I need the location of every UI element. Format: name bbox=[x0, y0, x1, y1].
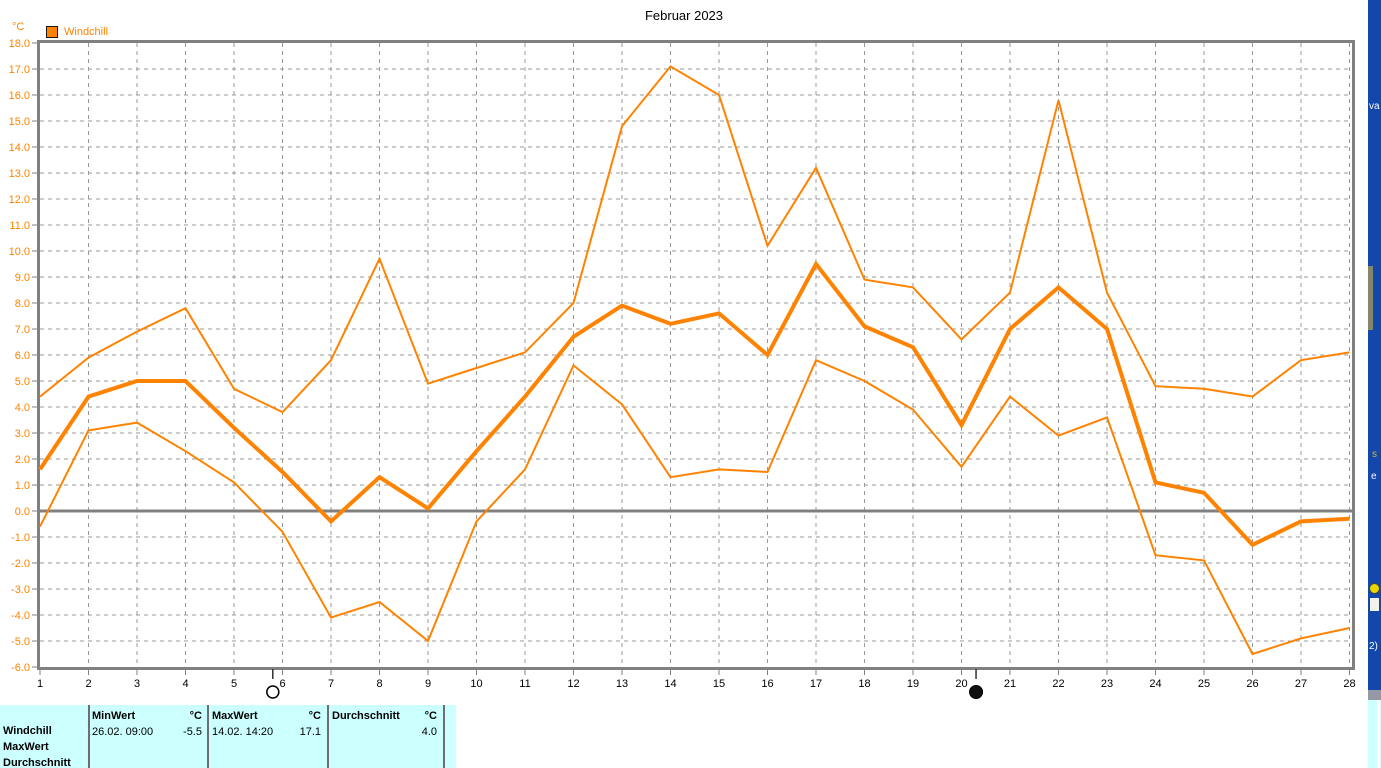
desktop-bottom-fragment bbox=[1368, 700, 1381, 768]
y-axis-tick-label: 0.0 bbox=[15, 506, 30, 518]
legend-label: Windchill bbox=[64, 26, 109, 38]
y-axis-tick-label: -4.0 bbox=[11, 610, 30, 622]
y-axis-tick-label: 13.0 bbox=[9, 168, 30, 180]
stats-col-maxwert: MaxWert °C 14.02. 14:20 17.1 bbox=[212, 705, 321, 768]
stats-header-maxwert: MaxWert bbox=[212, 710, 258, 722]
legend: Windchill bbox=[46, 26, 108, 38]
stats-unit-minwert: °C bbox=[189, 710, 202, 722]
desktop-text-fragment: e bbox=[1371, 471, 1377, 482]
new-moon-icon bbox=[969, 685, 984, 699]
x-axis-tick-label: 15 bbox=[713, 678, 725, 690]
x-axis-tick-label: 18 bbox=[858, 678, 870, 690]
x-axis-tick-label: 17 bbox=[810, 678, 822, 690]
table-divider bbox=[443, 705, 445, 768]
stats-unit-durchschnitt: °C bbox=[424, 710, 437, 722]
table-divider bbox=[207, 705, 209, 768]
x-axis-tick-label: 19 bbox=[907, 678, 919, 690]
x-axis-tick-label: 12 bbox=[567, 678, 579, 690]
stats-unit-maxwert: °C bbox=[308, 710, 321, 722]
y-axis-tick-label: -1.0 bbox=[11, 532, 30, 544]
plot-area: 18.017.016.015.014.013.012.011.010.09.08… bbox=[9, 38, 1356, 699]
table-divider bbox=[327, 705, 329, 768]
x-axis-tick-label: 9 bbox=[425, 678, 431, 690]
x-axis-tick-label: 28 bbox=[1343, 678, 1355, 690]
stats-value-durchschnitt: 4.0 bbox=[421, 726, 437, 738]
y-axis-tick-label: 9.0 bbox=[15, 272, 30, 284]
y-axis-tick-label: 11.0 bbox=[9, 220, 30, 232]
stats-header-minwert: MinWert bbox=[92, 710, 136, 722]
y-axis-tick-label: -6.0 bbox=[11, 662, 30, 674]
desktop-background-strip: va s e 2) bbox=[1368, 0, 1381, 768]
y-axis-unit-label: °C bbox=[12, 21, 25, 33]
x-axis-tick-label: 2 bbox=[85, 678, 91, 690]
y-axis-tick-label: 12.0 bbox=[9, 194, 30, 206]
desktop-white-icon bbox=[1370, 598, 1379, 611]
x-axis-tick-label: 26 bbox=[1246, 678, 1258, 690]
y-axis-tick-label: 18.0 bbox=[9, 38, 30, 50]
x-axis-tick-label: 23 bbox=[1101, 678, 1113, 690]
stats-col-durchschnitt: Durchschnitt °C 4.0 bbox=[332, 705, 437, 768]
desktop-icon-fragment bbox=[1368, 266, 1373, 330]
y-axis-tick-label: 10.0 bbox=[9, 246, 30, 258]
x-axis-tick-label: 13 bbox=[616, 678, 628, 690]
desktop-yellow-icon bbox=[1369, 583, 1380, 594]
stats-value-minwert: -5.5 bbox=[183, 726, 202, 738]
legend-swatch-icon bbox=[46, 26, 58, 38]
full-moon-icon bbox=[266, 685, 280, 699]
stats-row-label-windchill: Windchill bbox=[3, 725, 52, 737]
plot-frame bbox=[37, 40, 1355, 670]
x-axis-tick-label: 14 bbox=[664, 678, 676, 690]
x-axis-tick-label: 24 bbox=[1149, 678, 1161, 690]
x-axis-tick-label: 16 bbox=[761, 678, 773, 690]
y-axis-tick-label: 3.0 bbox=[15, 428, 30, 440]
y-axis-tick-label: 1.0 bbox=[15, 480, 30, 492]
x-axis-tick-label: 21 bbox=[1004, 678, 1016, 690]
y-axis-tick-label: 8.0 bbox=[15, 298, 30, 310]
x-axis-tick-label: 6 bbox=[279, 678, 285, 690]
x-axis-tick-label: 25 bbox=[1198, 678, 1210, 690]
table-divider bbox=[88, 705, 90, 768]
series-line-minwert bbox=[39, 358, 1350, 656]
x-axis-tick-label: 4 bbox=[182, 678, 188, 690]
x-axis-tick-label: 11 bbox=[519, 678, 530, 690]
desktop-taskbar-fragment bbox=[1368, 690, 1381, 700]
y-axis-tick-label: 15.0 bbox=[9, 116, 30, 128]
y-axis-tick-label: 7.0 bbox=[15, 324, 30, 336]
y-axis-tick-label: 17.0 bbox=[9, 64, 30, 76]
y-axis-tick-label: 2.0 bbox=[15, 454, 30, 466]
x-axis-tick-label: 27 bbox=[1295, 678, 1307, 690]
x-axis-tick-label: 20 bbox=[955, 678, 967, 690]
stats-row-label-maxwert: MaxWert bbox=[3, 741, 49, 753]
chart-title: Februar 2023 bbox=[644, 8, 724, 23]
stats-row-label-durchschnitt: Durchschnitt bbox=[3, 757, 71, 768]
x-axis-tick-label: 5 bbox=[231, 678, 237, 690]
stats-datetime-maxwert: 14.02. 14:20 bbox=[212, 726, 274, 738]
series-line-maxwert bbox=[39, 65, 1350, 414]
desktop-text-fragment: va bbox=[1369, 101, 1380, 112]
y-axis-tick-label: 5.0 bbox=[15, 376, 30, 388]
x-axis-tick-label: 10 bbox=[470, 678, 482, 690]
series-line-windchill bbox=[38, 260, 1350, 548]
stats-datetime-minwert: 26.02. 09:00 bbox=[92, 726, 154, 738]
desktop-text-fragment: 2) bbox=[1369, 641, 1378, 652]
y-axis-tick-label: 14.0 bbox=[9, 142, 30, 154]
x-axis-tick-label: 1 bbox=[37, 678, 43, 690]
y-axis-tick-label: -3.0 bbox=[11, 584, 30, 596]
x-axis-tick-label: 22 bbox=[1052, 678, 1064, 690]
stats-value-maxwert: 17.1 bbox=[299, 726, 321, 738]
y-axis-tick-label: 6.0 bbox=[15, 350, 30, 362]
stats-header-durchschnitt: Durchschnitt bbox=[332, 710, 400, 722]
x-axis-tick-label: 8 bbox=[376, 678, 382, 690]
y-axis-tick-label: -2.0 bbox=[11, 558, 30, 570]
stats-col-minwert: MinWert °C 26.02. 09:00 -5.5 bbox=[92, 705, 202, 768]
stats-table: Windchill MaxWert Durchschnitt MinWert °… bbox=[0, 705, 456, 768]
y-axis-tick-label: 4.0 bbox=[15, 402, 30, 414]
y-axis-tick-label: -5.0 bbox=[11, 636, 30, 648]
x-axis-tick-label: 3 bbox=[134, 678, 140, 690]
x-axis-tick-label: 7 bbox=[328, 678, 334, 690]
desktop-text-fragment: s bbox=[1372, 449, 1377, 460]
y-axis-tick-label: 16.0 bbox=[9, 90, 30, 102]
